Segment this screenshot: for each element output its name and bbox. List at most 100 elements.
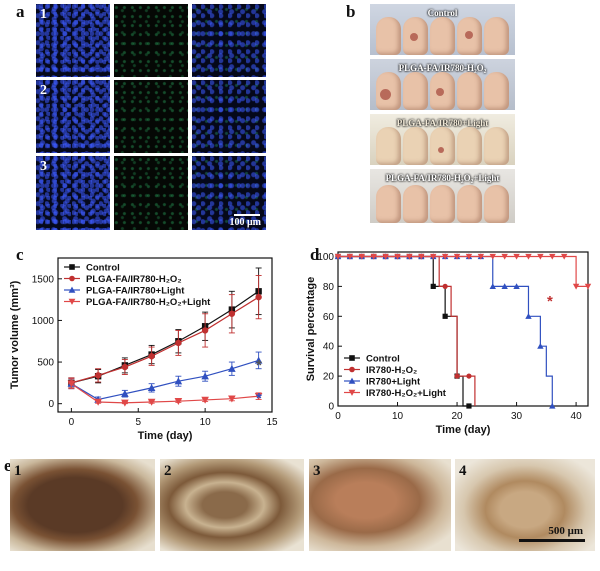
x-tick-label: 40: [571, 411, 583, 422]
fluorescence-tile: [114, 156, 188, 230]
legend-label: PLGA-FA/IR780+Light: [86, 286, 185, 297]
panel-label-c: c: [16, 245, 24, 264]
data-point: [254, 392, 263, 400]
data-point: [69, 275, 75, 282]
mouse-photo-row: PLGA-FA/IR780-H₂O₂+Light: [370, 169, 515, 223]
data-point: [94, 372, 102, 379]
data-point: [348, 389, 356, 396]
group-caption: PLGA-FA/IR780-H₂O₂: [398, 63, 487, 73]
scale-bar-label: 500 μm: [548, 525, 583, 537]
fluorescence-tile: 3: [36, 156, 110, 230]
series-line: [71, 359, 259, 401]
data-point: [68, 298, 76, 305]
y-tick-label: 100: [317, 252, 334, 263]
data-point: [228, 364, 236, 372]
data-point: [418, 253, 425, 260]
x-tick-label: 0: [69, 417, 75, 428]
x-tick-label: 10: [392, 411, 404, 422]
data-point: [442, 283, 448, 289]
ihc-image-2: 2: [160, 459, 304, 551]
row-number: 3: [40, 159, 47, 174]
group-caption: Control: [427, 8, 458, 18]
ihc-number: 1: [14, 463, 22, 479]
data-point: [501, 283, 508, 289]
y-tick-label: 20: [323, 372, 335, 383]
data-point: [489, 253, 496, 260]
panel-label-a: a: [16, 2, 25, 21]
data-point: [147, 398, 156, 406]
data-point: [201, 327, 209, 334]
legend-label: IR780+Light: [366, 377, 421, 388]
data-point: [348, 377, 356, 384]
data-point: [525, 253, 532, 260]
legend-label: PLGA-FA/IR780-H₂O₂+Light: [86, 297, 211, 308]
data-point: [349, 355, 355, 361]
panel-label-e: e: [4, 456, 12, 475]
significance-marker: *: [256, 357, 262, 374]
data-point: [465, 253, 473, 260]
data-point: [228, 395, 236, 403]
data-point: [67, 380, 76, 388]
data-point: [94, 398, 102, 406]
x-tick-label: 0: [335, 411, 341, 422]
data-point: [148, 353, 155, 360]
series-line: [338, 255, 476, 406]
data-point: [584, 283, 592, 290]
data-point: [537, 342, 544, 349]
data-point: [537, 253, 544, 260]
ihc-number: 4: [459, 463, 467, 479]
scale-bar: [519, 539, 585, 542]
data-point: [489, 283, 496, 289]
panel-label-d: d: [310, 245, 320, 264]
survival-chart: 0 10 20 30 40 0 20 40 60 80 100 Time (day) Survival …: [305, 251, 592, 436]
series-line: [71, 383, 259, 404]
data-point: [346, 253, 354, 260]
data-point: [572, 283, 580, 290]
data-point: [69, 264, 75, 270]
x-axis-label: Time (day): [436, 424, 491, 436]
scale-bar: [234, 214, 260, 216]
legend-label: PLGA-FA/IR780-H₂O₂: [86, 274, 182, 285]
data-point: [255, 293, 262, 301]
data-point: [501, 253, 508, 260]
x-tick-label: 10: [200, 417, 212, 428]
data-point: [254, 356, 263, 364]
row-number: 1: [40, 7, 47, 22]
fluorescence-tile: 2: [36, 80, 110, 153]
y-axis-label: Survival percentage: [305, 277, 317, 382]
group-caption: PLGA-FA/IR780-H₂O₂+Light: [385, 173, 500, 183]
legend-label: Control: [366, 354, 400, 365]
data-point: [549, 402, 556, 409]
y-tick-label: 500: [37, 358, 54, 369]
data-point: [175, 339, 182, 347]
data-point: [442, 313, 448, 319]
data-point: [358, 253, 366, 260]
legend-label: Control: [86, 263, 120, 274]
series-line: [71, 296, 259, 384]
data-point: [382, 253, 389, 260]
y-tick-label: 40: [323, 342, 335, 353]
legend-label: IR780-H₂O₂+Light: [366, 388, 447, 399]
group-caption: PLGA-FA/IR780+Light: [396, 118, 489, 128]
ihc-number: 3: [313, 463, 321, 479]
data-point: [147, 384, 156, 392]
y-tick-label: 1500: [32, 274, 55, 285]
mouse-photo-row: Control: [370, 4, 515, 55]
ihc-image-3: 3: [309, 459, 451, 551]
mouse-photo-row: PLGA-FA/IR780+Light: [370, 114, 515, 165]
y-tick-label: 60: [323, 312, 335, 323]
data-point: [68, 286, 76, 293]
data-point: [370, 253, 377, 260]
x-axis-label: Time (day): [138, 430, 193, 442]
ihc-image-1: 1: [10, 459, 155, 551]
fluorescence-tile: 100 μm: [192, 156, 266, 230]
data-point: [513, 253, 520, 260]
y-tick-label: 1000: [32, 316, 55, 327]
data-point: [430, 253, 437, 260]
data-point: [228, 310, 236, 317]
tumor-volume-chart: 0 5 10 15 0 500 1000 1500 Time (day) Tumor volume…: [9, 257, 278, 442]
row-number: 2: [40, 83, 47, 98]
series-line: [338, 255, 588, 287]
data-point: [121, 399, 129, 407]
fluorescence-tile: [192, 80, 266, 153]
